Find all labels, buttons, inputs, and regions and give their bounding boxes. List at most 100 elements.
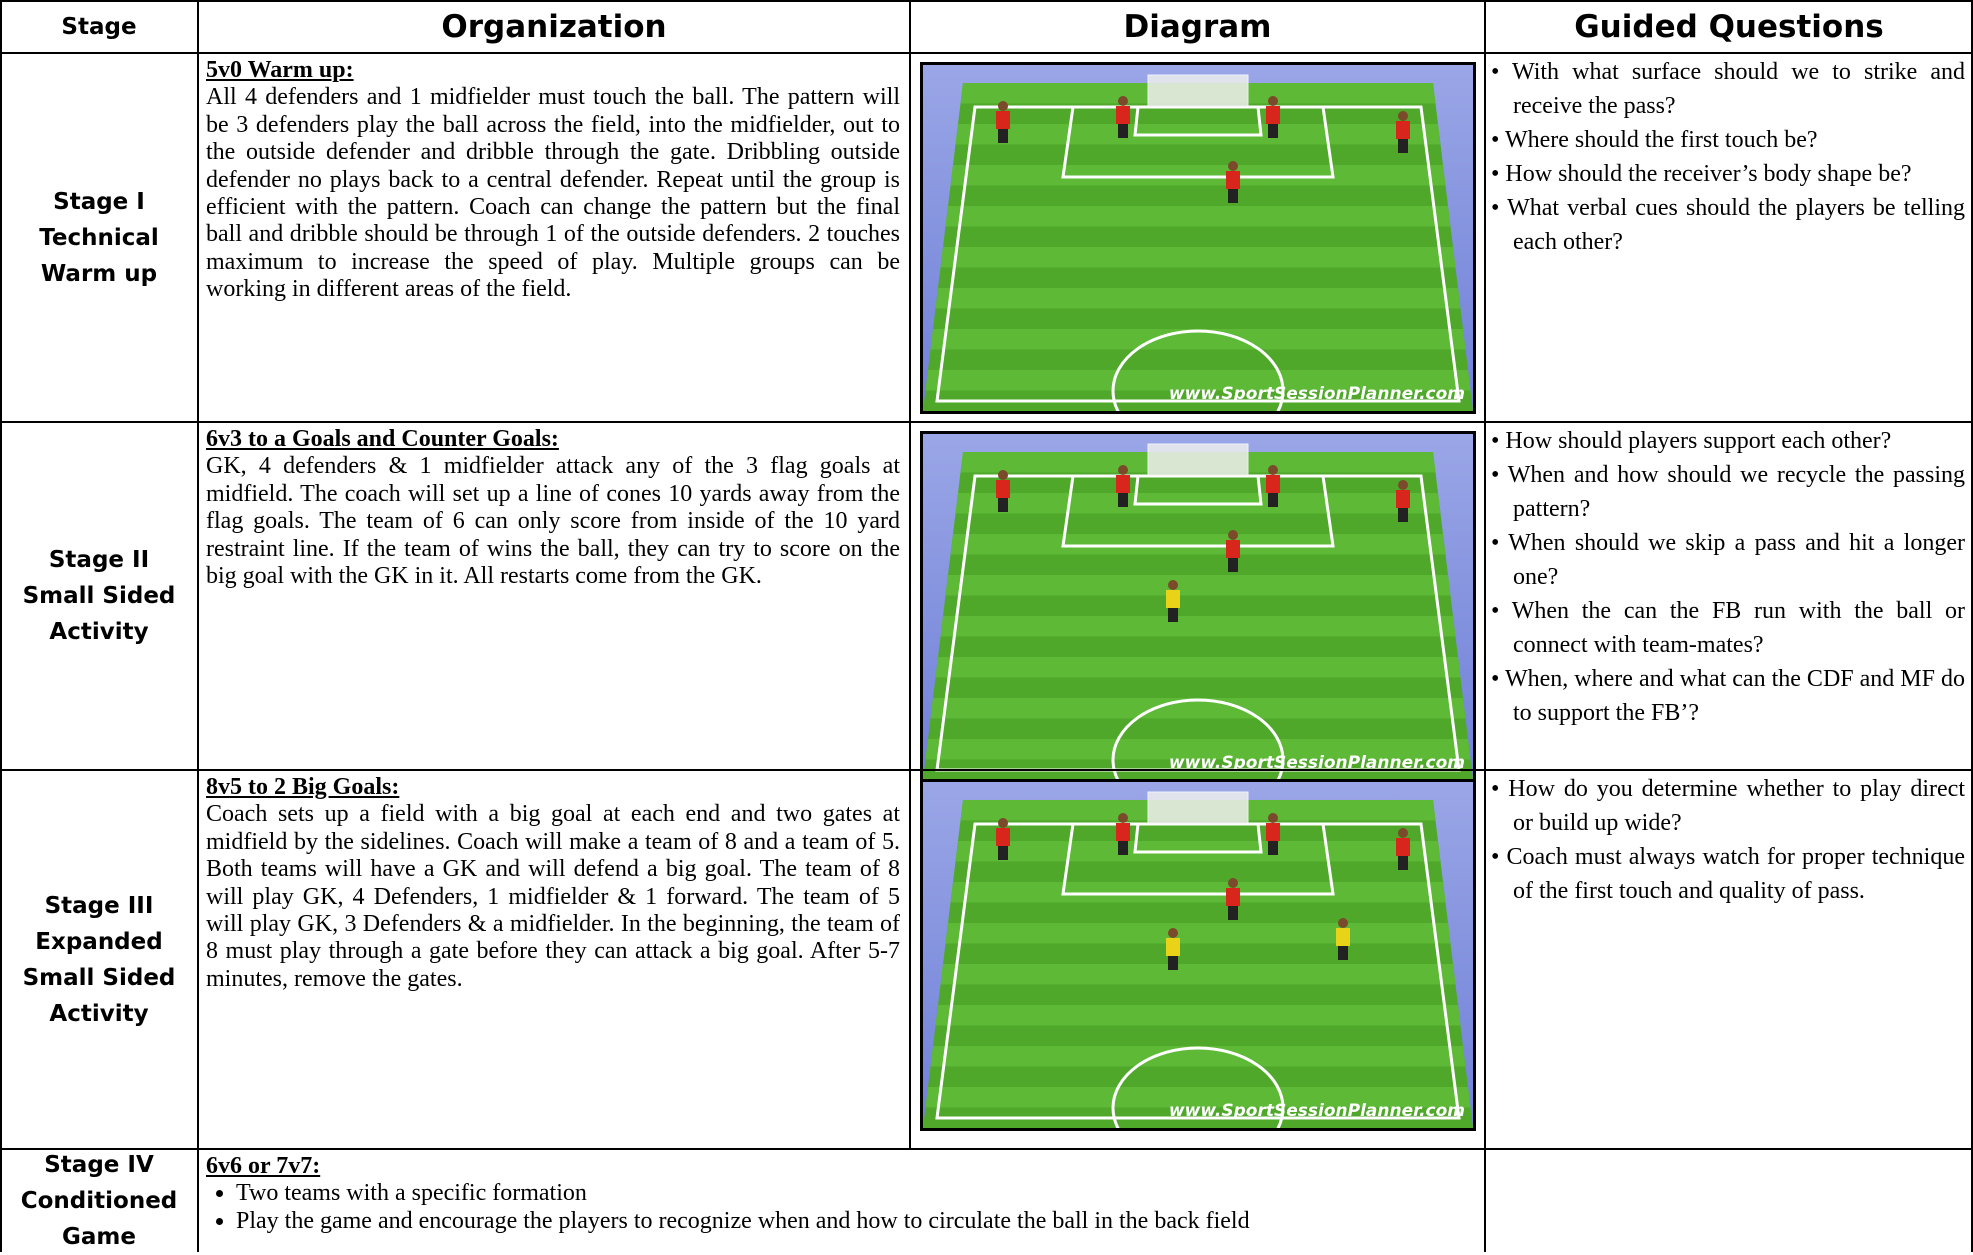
question: • When should we skip a pass and hit a l…	[1491, 530, 1965, 590]
stripe	[935, 657, 1461, 678]
question: • With what surface should we to strike …	[1491, 59, 1966, 119]
question-text: When, where and what can the CDF and MF …	[1504, 666, 1966, 726]
stripe	[925, 1087, 1471, 1108]
stripe	[925, 739, 1471, 760]
player-head	[1118, 465, 1128, 475]
section-title: 8v5 to 2 Big Goals:	[206, 774, 400, 800]
bullet: Play the game and encourage the players …	[236, 1208, 1475, 1235]
player	[1336, 928, 1350, 946]
player	[1266, 106, 1280, 124]
question-text: How should the receiver’s body shape be?	[1505, 161, 1912, 187]
watermark: www.SportSessionPlanner.com	[1169, 384, 1465, 404]
stage-label: Stage II	[48, 547, 150, 573]
stripe	[925, 370, 1471, 391]
header-text: Organization	[441, 8, 667, 45]
header-text: Guided Questions	[1574, 8, 1884, 45]
stage-label: Technical	[39, 224, 159, 251]
player-legs	[1268, 493, 1278, 507]
center-circle	[1111, 329, 1285, 411]
section-title: 6v6 or 7v7:	[206, 1153, 321, 1179]
question-text: How do you determine whether to play dir…	[1508, 776, 1965, 836]
organization-cell: 5v0 Warm up: All 4 defenders and 1 midfie…	[198, 53, 910, 422]
goal	[1147, 443, 1249, 477]
player-legs	[1228, 189, 1238, 203]
player	[1266, 475, 1280, 493]
player-head	[1118, 96, 1128, 106]
stage-label: Game	[62, 1223, 136, 1250]
rule	[909, 0, 911, 1149]
goal	[1147, 791, 1249, 825]
stripe	[940, 616, 1456, 637]
player-head	[998, 818, 1008, 828]
watermark: www.SportSessionPlanner.com	[1169, 1101, 1465, 1121]
stage-cell: Stage II Small Sided Activity	[0, 422, 198, 770]
stripe	[950, 882, 1446, 903]
center-circle	[1111, 1046, 1285, 1128]
question: • How should the receiver’s body shape b…	[1491, 161, 1912, 187]
header-text: Diagram	[1123, 8, 1272, 45]
stripe	[945, 575, 1451, 596]
diagram: www.SportSessionPlanner.com	[923, 65, 1473, 411]
player-head	[1268, 465, 1278, 475]
header-cell: Stage	[0, 0, 198, 53]
stripe	[930, 698, 1466, 719]
question-text: With what surface should we to strike an…	[1512, 59, 1966, 119]
header-cell: Diagram	[910, 0, 1485, 53]
center-circle	[1111, 698, 1285, 780]
stripe	[945, 206, 1451, 227]
stage-cell: Stage IV Conditioned Game	[0, 1149, 198, 1252]
player-legs	[1228, 906, 1238, 920]
diagram-frame: www.SportSessionPlanner.com	[920, 779, 1476, 1131]
header-cell: Guided Questions	[1485, 0, 1973, 53]
stripe	[940, 964, 1456, 985]
stage-label: Stage IV	[44, 1151, 154, 1178]
player-head	[1228, 530, 1238, 540]
player	[1166, 938, 1180, 956]
player	[1266, 823, 1280, 841]
player	[1396, 121, 1410, 139]
player-head	[1228, 161, 1238, 171]
player-legs	[1168, 608, 1178, 622]
player-head	[1168, 580, 1178, 590]
player	[1396, 838, 1410, 856]
header-text: Stage	[61, 13, 137, 40]
stage-label: Small Sided	[22, 583, 176, 609]
goal	[1147, 74, 1249, 108]
organization-cell: 6v6 or 7v7:Two teams with a specific for…	[198, 1149, 1485, 1252]
player	[1226, 540, 1240, 558]
player-head	[1268, 96, 1278, 106]
player-head	[998, 101, 1008, 111]
player-legs	[1118, 841, 1128, 855]
player-legs	[1338, 946, 1348, 960]
stripe	[945, 923, 1451, 944]
stage-cell: Stage I Technical Warm up	[0, 53, 198, 422]
stage-label: Expanded	[35, 928, 163, 955]
player-head	[1398, 111, 1408, 121]
rule	[0, 1148, 1485, 1150]
player-head	[1398, 828, 1408, 838]
question-text: How should players support each other?	[1505, 428, 1892, 454]
section-text: GK, 4 defenders & 1 midfielder attack an…	[206, 453, 900, 590]
player	[1396, 490, 1410, 508]
question: • When and how should we recycle the pas…	[1491, 462, 1966, 522]
question-text: When the can the FB run with the ball or…	[1511, 598, 1965, 658]
stripe	[950, 534, 1446, 555]
diagram: www.SportSessionPlanner.com	[923, 434, 1473, 780]
player-head	[1268, 813, 1278, 823]
player-head	[998, 470, 1008, 480]
section-text: Coach sets up a field with a big goal at…	[206, 801, 900, 992]
diagram-frame: www.SportSessionPlanner.com	[920, 431, 1476, 783]
rule	[0, 0, 2, 1252]
player	[996, 480, 1010, 498]
rule	[0, 0, 1973, 2]
stage-label: Stage I	[53, 188, 145, 215]
bullet-list: Two teams with a specific formationPlay …	[206, 1180, 1475, 1235]
player-legs	[1118, 124, 1128, 138]
player-legs	[998, 129, 1008, 143]
question-text: When and how should we recycle the passi…	[1507, 462, 1966, 522]
question: • When the can the FB run with the ball …	[1491, 598, 1965, 658]
player-head	[1398, 480, 1408, 490]
diagram: www.SportSessionPlanner.com	[923, 782, 1473, 1128]
stripe	[930, 329, 1466, 350]
